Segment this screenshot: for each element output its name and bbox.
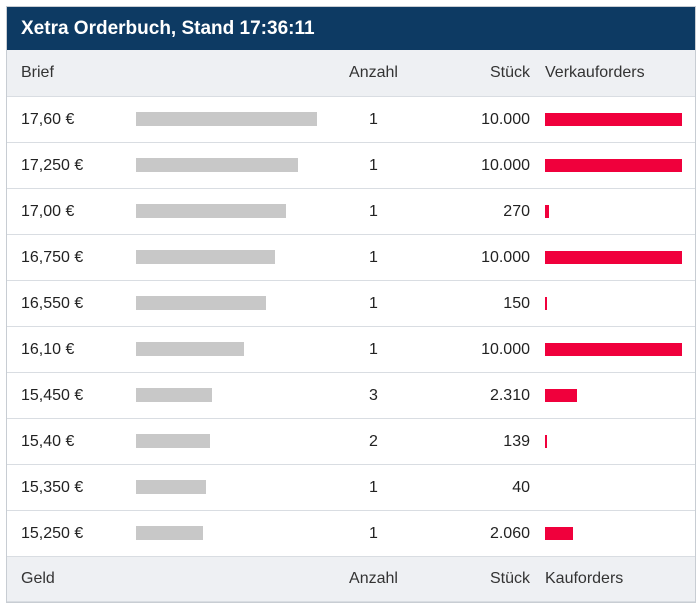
orderbook-title: Xetra Orderbuch, Stand 17:36:11: [7, 7, 695, 50]
quantity-cell: 139: [503, 432, 530, 450]
count-cell: 1: [369, 156, 378, 174]
table-header: Brief Anzahl Stück Verkauforders: [7, 50, 695, 96]
table-row: 15,450 € 3 2.310: [7, 372, 695, 418]
price-cell: 17,00 €: [21, 202, 75, 220]
sell-volume-cell: [545, 373, 685, 419]
level-bar-cell: [136, 143, 326, 189]
footer-geld: Geld: [21, 570, 55, 587]
level-bar: [136, 341, 244, 356]
sell-volume-cell: [545, 97, 685, 143]
count-cell: 1: [369, 524, 378, 542]
table-row: 17,00 € 1 270: [7, 188, 695, 234]
price-cell: 16,550 €: [21, 294, 84, 312]
level-bar-cell: [136, 465, 326, 511]
sell-volume-cell: [545, 419, 685, 465]
price-cell: 15,40 €: [21, 432, 75, 450]
quantity-cell: 10.000: [481, 156, 530, 174]
quantity-cell: 40: [512, 478, 530, 496]
quantity-cell: 10.000: [481, 340, 530, 358]
sell-volume-bar: [545, 250, 682, 264]
price-cell: 15,250 €: [21, 524, 84, 542]
quantity-cell: 270: [503, 202, 530, 220]
price-cell: 15,450 €: [21, 386, 84, 404]
header-anzahl: Anzahl: [349, 64, 398, 81]
count-cell: 2: [369, 432, 378, 450]
count-cell: 3: [369, 386, 378, 404]
header-verkauforders: Verkauforders: [545, 64, 645, 81]
sell-volume-cell: [545, 511, 685, 557]
level-bar: [136, 203, 286, 218]
sell-volume-bar: [545, 526, 573, 540]
price-cell: 16,10 €: [21, 340, 75, 358]
table-row: 15,250 € 1 2.060: [7, 510, 695, 556]
count-cell: 1: [369, 478, 378, 496]
level-bar: [136, 157, 298, 172]
orderbook-panel: Xetra Orderbuch, Stand 17:36:11 Brief An…: [6, 6, 696, 603]
header-stueck: Stück: [489, 64, 530, 81]
quantity-cell: 10.000: [481, 248, 530, 266]
level-bar: [136, 433, 210, 448]
footer-stueck: Stück: [489, 570, 530, 587]
price-cell: 15,350 €: [21, 478, 84, 496]
level-bar-cell: [136, 511, 326, 557]
sell-volume-cell: [545, 143, 685, 189]
level-bar-cell: [136, 327, 326, 373]
count-cell: 1: [369, 202, 378, 220]
level-bar-cell: [136, 97, 326, 143]
footer-kauforders: Kauforders: [545, 570, 624, 587]
sell-volume-cell: [545, 235, 685, 281]
level-bar: [136, 249, 275, 264]
level-bar: [136, 111, 317, 126]
table-row: 15,350 € 1 40: [7, 464, 695, 510]
level-bar-cell: [136, 373, 326, 419]
level-bar: [136, 479, 206, 494]
table-row: 16,750 € 1 10.000: [7, 234, 695, 280]
sell-volume-bar: [545, 158, 682, 172]
table-footer: Geld Anzahl Stück Kauforders: [7, 556, 695, 602]
level-bar: [136, 525, 203, 540]
sell-volume-cell: [545, 465, 685, 511]
sell-volume-cell: [545, 189, 685, 235]
price-cell: 17,250 €: [21, 156, 84, 174]
level-bar-cell: [136, 281, 326, 327]
sell-volume-bar: [545, 296, 547, 310]
level-bar: [136, 387, 212, 402]
count-cell: 1: [369, 248, 378, 266]
quantity-cell: 150: [503, 294, 530, 312]
sell-volume-bar: [545, 388, 577, 402]
sell-volume-bar: [545, 204, 549, 218]
sell-volume-cell: [545, 281, 685, 327]
price-cell: 17,60 €: [21, 110, 75, 128]
table-row: 16,10 € 1 10.000: [7, 326, 695, 372]
table-row: 15,40 € 2 139: [7, 418, 695, 464]
orderbook-rows: 17,60 € 1 10.000 17,250 € 1 10.000 17,00 € 1 270…: [7, 96, 695, 556]
sell-volume-bar: [545, 112, 682, 126]
level-bar-cell: [136, 235, 326, 281]
level-bar-cell: [136, 419, 326, 465]
count-cell: 1: [369, 294, 378, 312]
footer-anzahl: Anzahl: [349, 570, 398, 587]
sell-volume-cell: [545, 327, 685, 373]
quantity-cell: 2.310: [489, 386, 530, 404]
quantity-cell: 10.000: [481, 110, 530, 128]
sell-volume-bar: [545, 434, 547, 448]
level-bar: [136, 295, 266, 310]
count-cell: 1: [369, 110, 378, 128]
quantity-cell: 2.060: [489, 524, 530, 542]
level-bar-cell: [136, 189, 326, 235]
table-row: 17,60 € 1 10.000: [7, 96, 695, 142]
price-cell: 16,750 €: [21, 248, 84, 266]
table-row: 17,250 € 1 10.000: [7, 142, 695, 188]
count-cell: 1: [369, 340, 378, 358]
sell-volume-bar: [545, 342, 682, 356]
table-row: 16,550 € 1 150: [7, 280, 695, 326]
header-brief: Brief: [21, 64, 54, 81]
